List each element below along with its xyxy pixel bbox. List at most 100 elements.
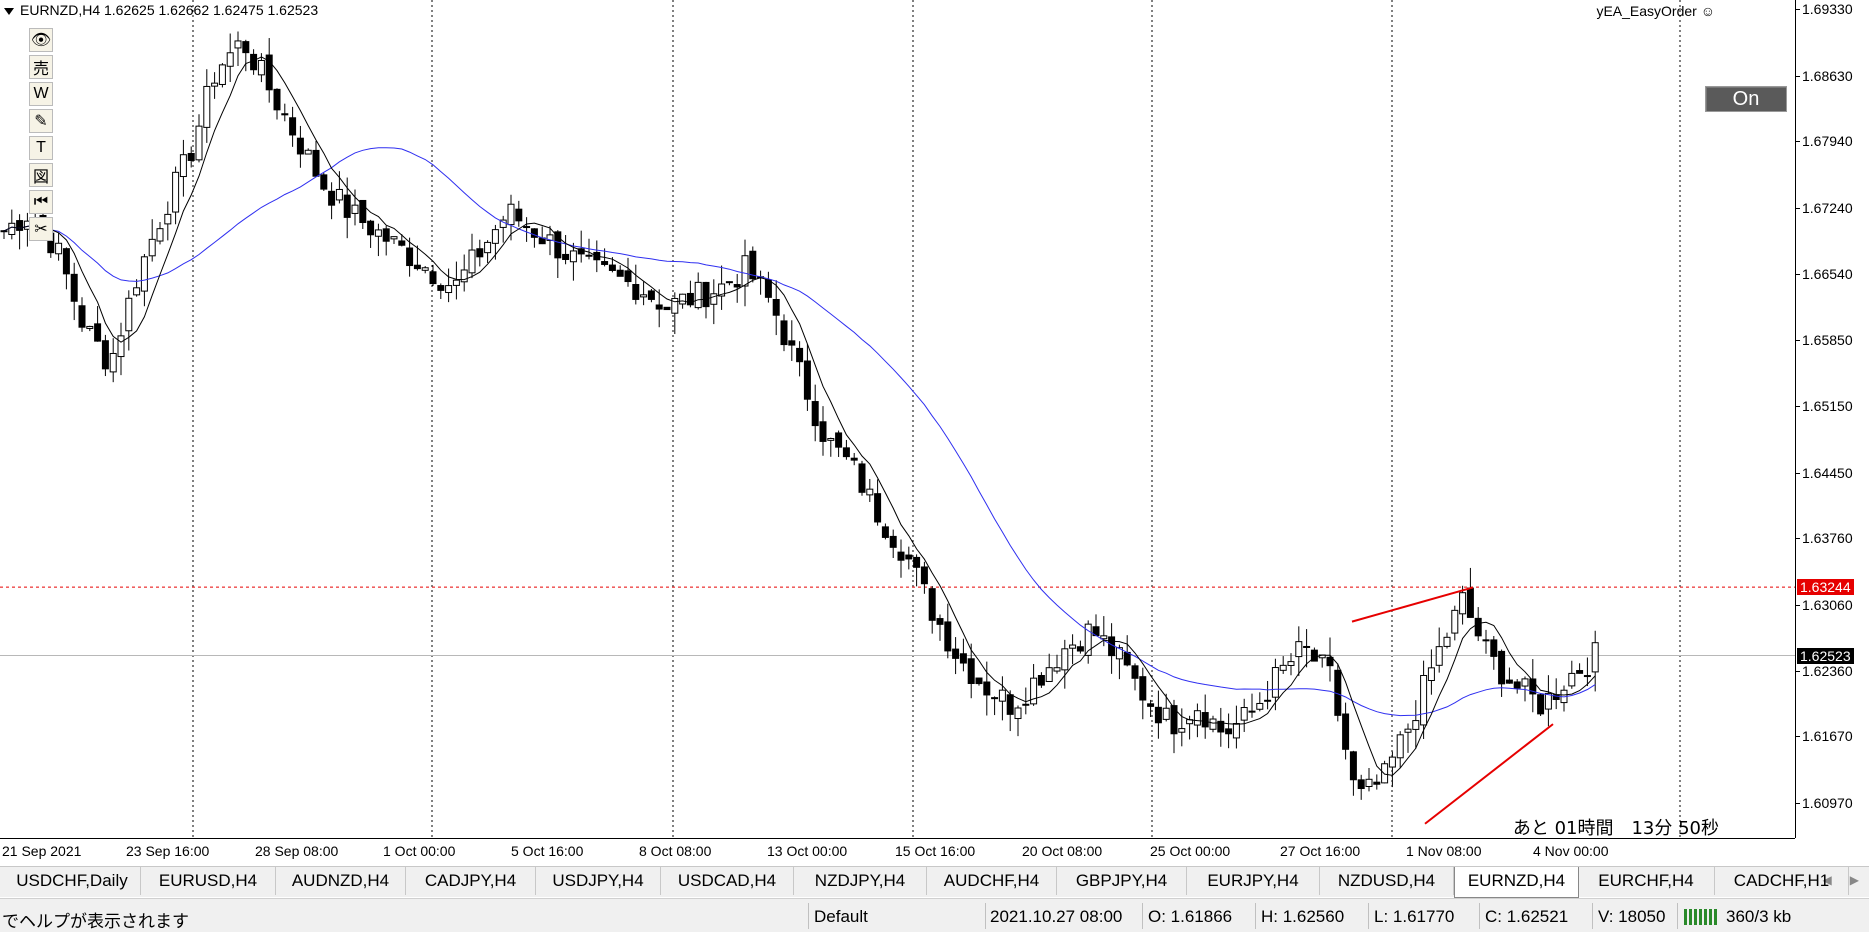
tab-audnzd-h4[interactable]: AUDNZD,H4: [276, 867, 406, 895]
tab-cadjpy-h4[interactable]: CADJPY,H4: [406, 867, 536, 895]
tab-eurjpy-h4[interactable]: EURJPY,H4: [1187, 867, 1320, 895]
connection-bars-icon[interactable]: [1683, 905, 1723, 927]
candle-body: [195, 125, 203, 161]
rewind-icon[interactable]: ⏮: [29, 190, 53, 214]
candle-body: [725, 281, 733, 284]
candle-body: [398, 240, 406, 246]
candle-body: [819, 421, 827, 442]
chart-menu-triangle-icon[interactable]: [4, 7, 14, 15]
candle-body: [1131, 665, 1139, 679]
candle-body: [211, 82, 219, 87]
status-open: O: 1.61866: [1148, 907, 1233, 926]
candle-body: [62, 248, 70, 275]
candle-body: [507, 203, 515, 226]
price-tick-label: 1.67940: [1795, 133, 1853, 150]
candle-body: [179, 154, 187, 178]
candle-body: [148, 238, 156, 257]
tab-eurchf-h4[interactable]: EURCHF,H4: [1578, 867, 1715, 895]
candle-body: [1014, 707, 1022, 720]
tab-gbpjpy-h4[interactable]: GBPJPY,H4: [1057, 867, 1187, 895]
candle-body: [1123, 651, 1131, 666]
candle-body: [343, 194, 351, 218]
candle-body: [1544, 692, 1552, 710]
chart-area[interactable]: EURNZD,H4 1.62625 1.62662 1.62475 1.6252…: [0, 0, 1795, 838]
candle-body: [203, 85, 211, 128]
candle-body: [250, 53, 258, 71]
candle-body: [1139, 676, 1147, 701]
candle-body: [367, 220, 375, 236]
candlestick-chart[interactable]: [0, 0, 1795, 838]
pencil-icon[interactable]: ✎: [29, 109, 53, 133]
candle-body: [1037, 675, 1045, 686]
candle-body: [1045, 667, 1053, 682]
ea-toolbar: 👁 売 W ✎ T 図 ⏮ ✂: [29, 28, 53, 244]
ea-on-button[interactable]: On: [1705, 86, 1787, 112]
price-tick-label: 1.61670: [1795, 728, 1853, 745]
tab-usdcad-h4[interactable]: USDCAD,H4: [661, 867, 794, 895]
time-tick-label: 27 Oct 16:00: [1280, 843, 1361, 859]
status-profile[interactable]: Default: [814, 907, 868, 926]
status-bar: でヘルプが表示されます Default 2021.10.27 08:00 O: …: [0, 898, 1869, 932]
candle-body: [1147, 703, 1155, 707]
candle-body: [827, 438, 835, 441]
tab-eurusd-h4[interactable]: EURUSD,H4: [141, 867, 276, 895]
sell-icon[interactable]: 売: [29, 55, 53, 79]
tab-usdjpy-h4[interactable]: USDJPY,H4: [536, 867, 661, 895]
candle-body: [554, 231, 562, 259]
candle-body: [1365, 778, 1373, 788]
tab-scroll-arrows: ◀ ▶: [1805, 873, 1859, 887]
tab-eurnzd-h4[interactable]: EURNZD,H4: [1454, 867, 1579, 898]
tab-nzdusd-h4[interactable]: NZDUSD,H4: [1320, 867, 1454, 895]
candle-body: [156, 228, 164, 242]
w-icon[interactable]: W: [29, 82, 53, 106]
time-tick-label: 23 Sep 16:00: [126, 843, 210, 859]
tab-scroll-left-icon[interactable]: ◀: [1822, 873, 1832, 887]
wedge-lower-trendline: [1424, 723, 1554, 825]
candle-body: [1381, 763, 1389, 784]
candle-body: [1248, 710, 1256, 713]
candle-body: [117, 335, 125, 358]
chart-icon[interactable]: 図: [29, 163, 53, 187]
chart-symbol-header: EURNZD,H4 1.62625 1.62662 1.62475 1.6252…: [4, 2, 318, 18]
candle-body: [452, 279, 460, 286]
chart-tab-bar: ◀ ▶ USDCHF,Daily EURUSD,H4 AUDNZD,H4 CADJPY,…: [0, 866, 1869, 898]
candle-body: [811, 401, 819, 427]
time-tick-label: 1 Nov 08:00: [1406, 843, 1482, 859]
candle-body: [624, 270, 632, 283]
scissors-icon[interactable]: ✂: [29, 217, 53, 241]
candle-body: [991, 697, 999, 700]
candle-body: [328, 190, 336, 206]
price-tick-label: 1.66540: [1795, 266, 1853, 283]
symbol-ohlc-text: EURNZD,H4 1.62625 1.62662 1.62475 1.6252…: [20, 2, 319, 18]
candle-body: [1006, 694, 1014, 715]
candle-body: [460, 269, 468, 283]
time-tick-label: 4 Nov 00:00: [1533, 843, 1609, 859]
ea-name-label: yEA_EasyOrder ☺: [1596, 3, 1715, 19]
price-tick-label: 1.64450: [1795, 464, 1853, 481]
candle-body: [671, 297, 679, 314]
tab-scroll-right-icon[interactable]: ▶: [1849, 873, 1859, 887]
candle-body: [1505, 679, 1513, 684]
candle-body: [741, 255, 749, 287]
candle-body: [1303, 645, 1311, 648]
price-axis[interactable]: 1.69330 1.68630 1.67940 1.67240 1.66540 1.658…: [1795, 0, 1869, 838]
eye-icon[interactable]: 👁: [29, 28, 53, 52]
text-icon[interactable]: T: [29, 136, 53, 160]
tab-audchf-h4[interactable]: AUDCHF,H4: [927, 867, 1057, 895]
candle-body: [390, 236, 398, 240]
candle-body: [1162, 707, 1170, 720]
tab-nzdjpy-h4[interactable]: NZDJPY,H4: [794, 867, 927, 895]
candle-body: [406, 247, 414, 267]
candle-body: [928, 588, 936, 621]
tab-usdchf-daily[interactable]: USDCHF,Daily: [4, 867, 141, 895]
candle-body: [226, 52, 234, 67]
tab-cadchf-h1[interactable]: CADCHF,H1: [1715, 867, 1849, 895]
candle-body: [1193, 710, 1201, 726]
candle-body: [78, 305, 86, 328]
candle-body: [1053, 667, 1061, 672]
candle-body: [1178, 728, 1186, 733]
time-axis[interactable]: 21 Sep 2021 23 Sep 16:00 28 Sep 08:00 1 Oct…: [0, 838, 1795, 865]
time-tick-label: 20 Oct 08:00: [1022, 843, 1103, 859]
candle-body: [803, 360, 811, 400]
status-volume: V: 18050: [1598, 907, 1666, 926]
